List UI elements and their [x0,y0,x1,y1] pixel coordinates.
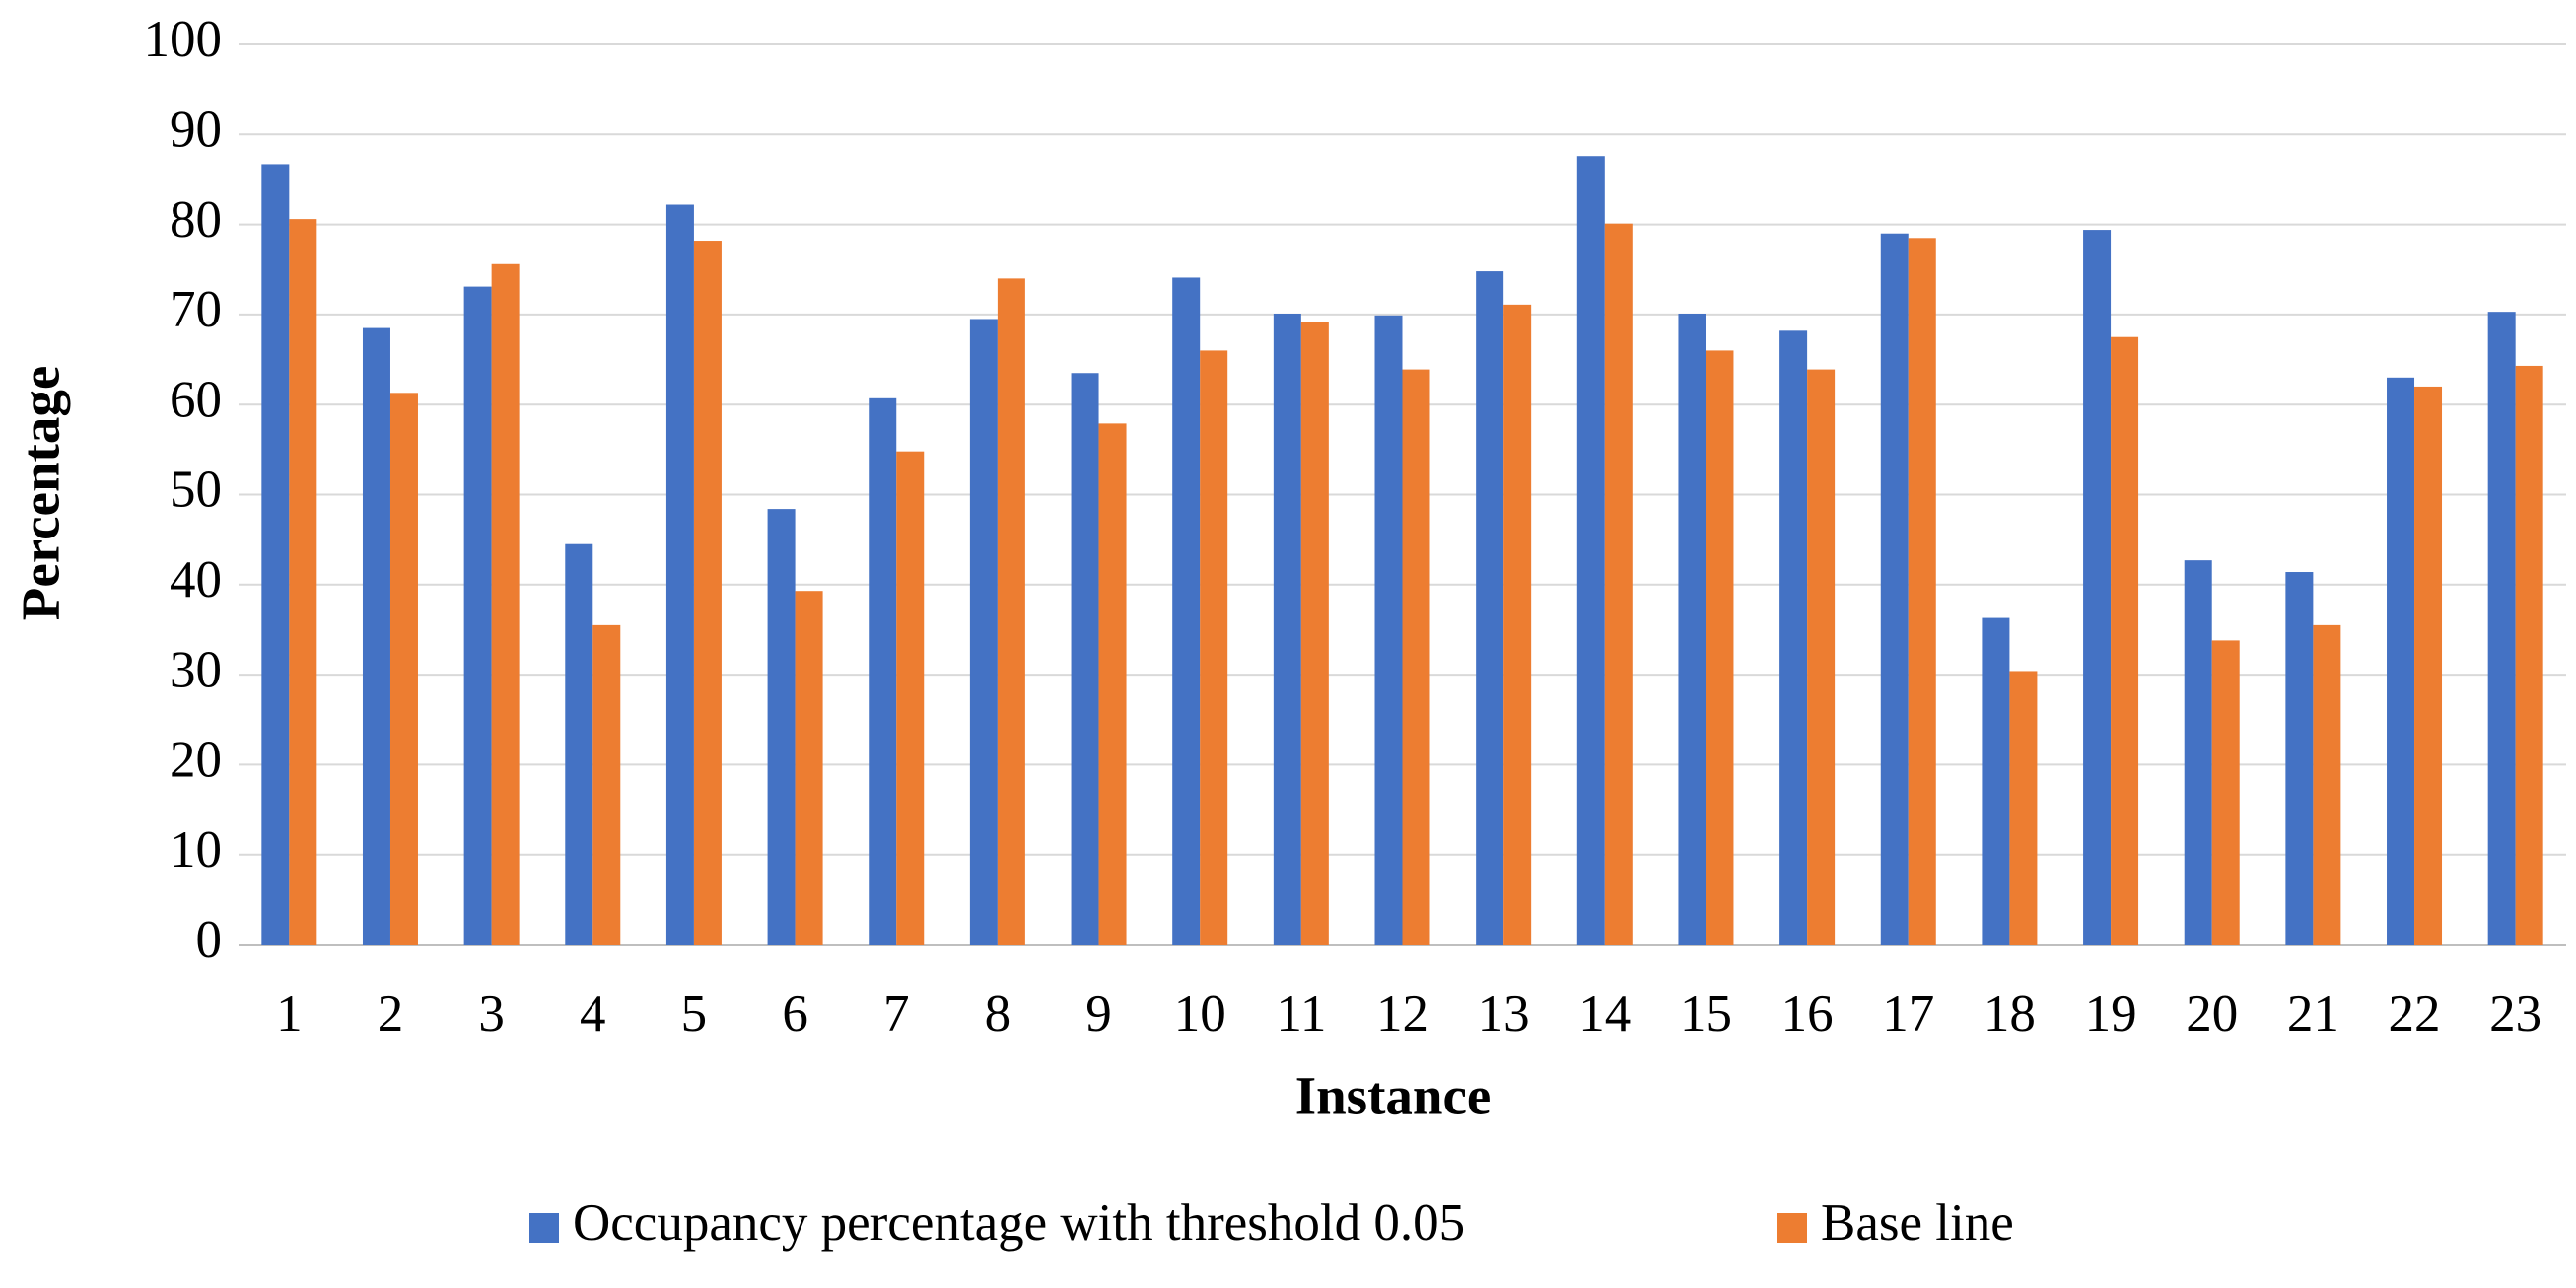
x-tick-label: 17 [1882,985,1934,1042]
bar [969,319,998,946]
legend-swatch [529,1213,559,1243]
bar [2313,624,2341,945]
x-tick-label: 11 [1276,985,1326,1042]
bar [2285,572,2314,945]
bar [1807,369,1836,945]
x-tick-label: 20 [2186,985,2238,1042]
bar [896,451,925,945]
bar [1678,313,1706,945]
bar [1402,369,1430,945]
bar [2111,336,2139,946]
x-tick-label: 13 [1478,985,1530,1042]
x-tick-label: 22 [2389,985,2441,1042]
bar [1706,350,1734,945]
bar [1300,322,1329,946]
bar [2387,377,2415,945]
x-tick-label: 15 [1680,985,1732,1042]
bar [2083,230,2112,945]
bar [1982,617,2010,945]
bar [2515,365,2543,945]
x-tick-label: 7 [883,985,910,1042]
x-axis-title: Instance [1295,1066,1492,1126]
bar [389,393,418,945]
bar [2211,640,2240,945]
y-tick-label: 50 [170,462,222,519]
y-tick-label: 90 [170,101,222,158]
bar [565,543,593,945]
x-tick-label: 18 [1984,985,2036,1042]
x-tick-label: 6 [782,985,808,1042]
x-tick-label: 8 [985,985,1011,1042]
bar [2009,671,2038,945]
bar [767,509,796,945]
y-tick-label: 70 [170,281,222,338]
bar [1476,271,1504,945]
bar [1576,156,1605,945]
x-tick-label: 21 [2287,985,2339,1042]
y-tick-label: 80 [170,191,222,249]
bar [1908,238,1936,946]
x-tick-label: 23 [2489,985,2541,1042]
bar [1604,223,1633,945]
x-tick-label: 9 [1085,985,1112,1042]
bar [1172,277,1201,945]
y-tick-label: 40 [170,551,222,608]
bar [2487,312,2516,945]
legend-swatch [1777,1213,1807,1243]
bar [1200,350,1228,945]
bar [1273,313,1301,945]
bar [1374,315,1403,945]
y-tick-label: 10 [170,822,222,879]
bar [491,263,520,946]
y-tick-label: 60 [170,371,222,428]
bar [592,624,621,945]
bar [2184,560,2212,945]
y-tick-label: 30 [170,641,222,698]
bar [362,327,390,946]
y-axis-title: Percentage [11,366,71,621]
legend-label: Occupancy percentage with threshold 0.05 [573,1194,1465,1252]
bar [1071,373,1099,945]
bar [1503,304,1532,945]
bar [665,204,694,946]
y-tick-label: 0 [196,911,223,968]
bar [1098,423,1127,945]
x-tick-label: 14 [1578,985,1631,1042]
bar [463,286,492,945]
bar [1779,330,1808,946]
x-tick-label: 16 [1781,985,1834,1042]
bar [693,241,722,945]
bar [869,397,897,946]
x-tick-label: 4 [580,985,606,1042]
x-tick-label: 12 [1376,985,1428,1042]
x-tick-label: 10 [1174,985,1226,1042]
bar [997,278,1025,945]
bar [289,219,317,945]
bar [1880,233,1909,946]
bar [2414,386,2443,945]
x-tick-label: 2 [378,985,404,1042]
y-tick-label: 20 [170,732,222,789]
x-tick-label: 1 [276,985,303,1042]
x-tick-label: 3 [478,985,505,1042]
bar [795,591,823,945]
bar [261,164,290,945]
x-tick-label: 19 [2085,985,2137,1042]
y-tick-label: 100 [144,11,223,68]
x-tick-label: 5 [681,985,708,1042]
legend-label: Base line [1821,1194,2014,1252]
